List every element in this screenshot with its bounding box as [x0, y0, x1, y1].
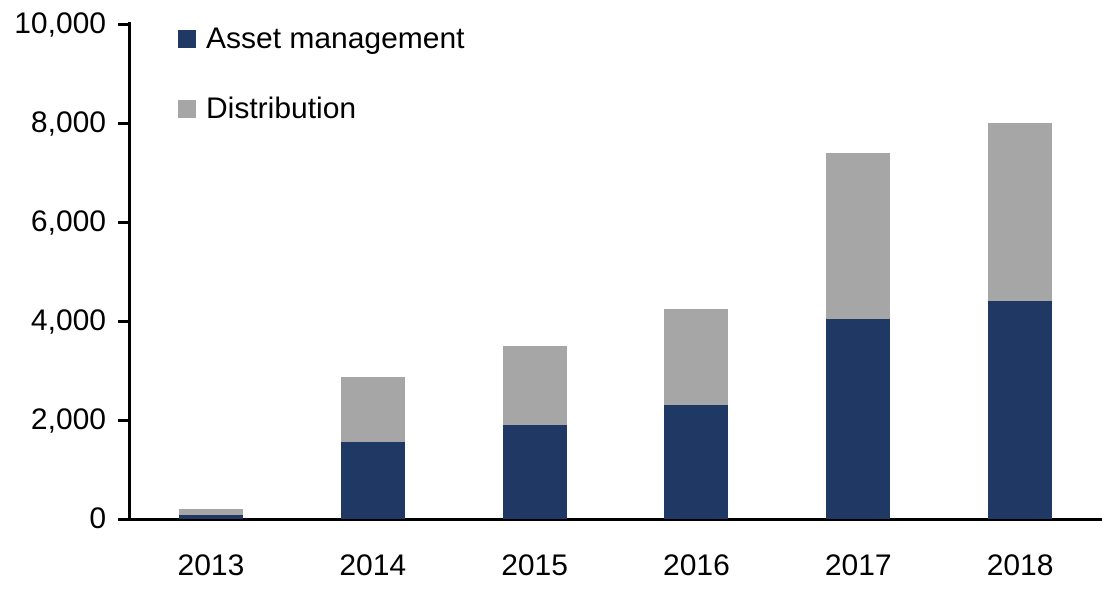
bar-segment-distribution-2015	[502, 345, 567, 425]
y-axis-label-4000: 4,000	[30, 304, 106, 337]
bar-segment-asset-management-2018	[988, 301, 1053, 519]
y-axis-tick-10000	[118, 23, 128, 26]
x-axis-label-2016: 2016	[663, 549, 730, 582]
legend-swatch-distribution	[178, 100, 196, 118]
bar-segment-asset-management-2016	[664, 405, 729, 519]
y-axis-label-0: 0	[89, 502, 106, 535]
y-axis-label-8000: 8,000	[30, 106, 106, 139]
x-axis-line	[118, 518, 1102, 521]
y-axis-label-10000: 10,000	[14, 7, 106, 40]
legend-label-distribution: Distribution	[206, 92, 357, 125]
legend-item-distribution: Distribution	[178, 92, 357, 125]
x-axis-label-2017: 2017	[824, 549, 892, 582]
y-axis-label-6000: 6,000	[30, 205, 106, 238]
y-axis-tick-8000	[118, 122, 128, 125]
bar-segment-distribution-2013	[178, 508, 243, 515]
x-axis-label-2013: 2013	[177, 549, 245, 582]
bar-segment-asset-management-2013	[178, 514, 243, 519]
bar-segment-distribution-2014	[340, 376, 405, 443]
bar-segment-asset-management-2015	[502, 424, 567, 519]
y-axis-tick-0	[118, 518, 128, 521]
bar-segment-distribution-2018	[988, 123, 1053, 302]
y-axis-tick-4000	[118, 320, 128, 323]
bar-segment-distribution-2017	[826, 152, 891, 319]
legend-label-asset-management: Asset management	[206, 22, 465, 55]
y-axis-line	[128, 22, 131, 521]
y-axis-tick-6000	[118, 221, 128, 224]
x-axis-label-2014: 2014	[339, 549, 407, 582]
legend-item-asset-management: Asset management	[178, 22, 465, 55]
bar-segment-asset-management-2017	[826, 318, 891, 519]
x-axis-label-2015: 2015	[501, 549, 568, 582]
y-axis-label-2000: 2,000	[30, 403, 106, 436]
legend-swatch-asset-management	[178, 30, 196, 48]
bar-segment-asset-management-2014	[340, 442, 405, 519]
bar-segment-distribution-2016	[664, 308, 729, 406]
y-axis-tick-2000	[118, 419, 128, 422]
x-axis-label-2018: 2018	[986, 549, 1054, 582]
